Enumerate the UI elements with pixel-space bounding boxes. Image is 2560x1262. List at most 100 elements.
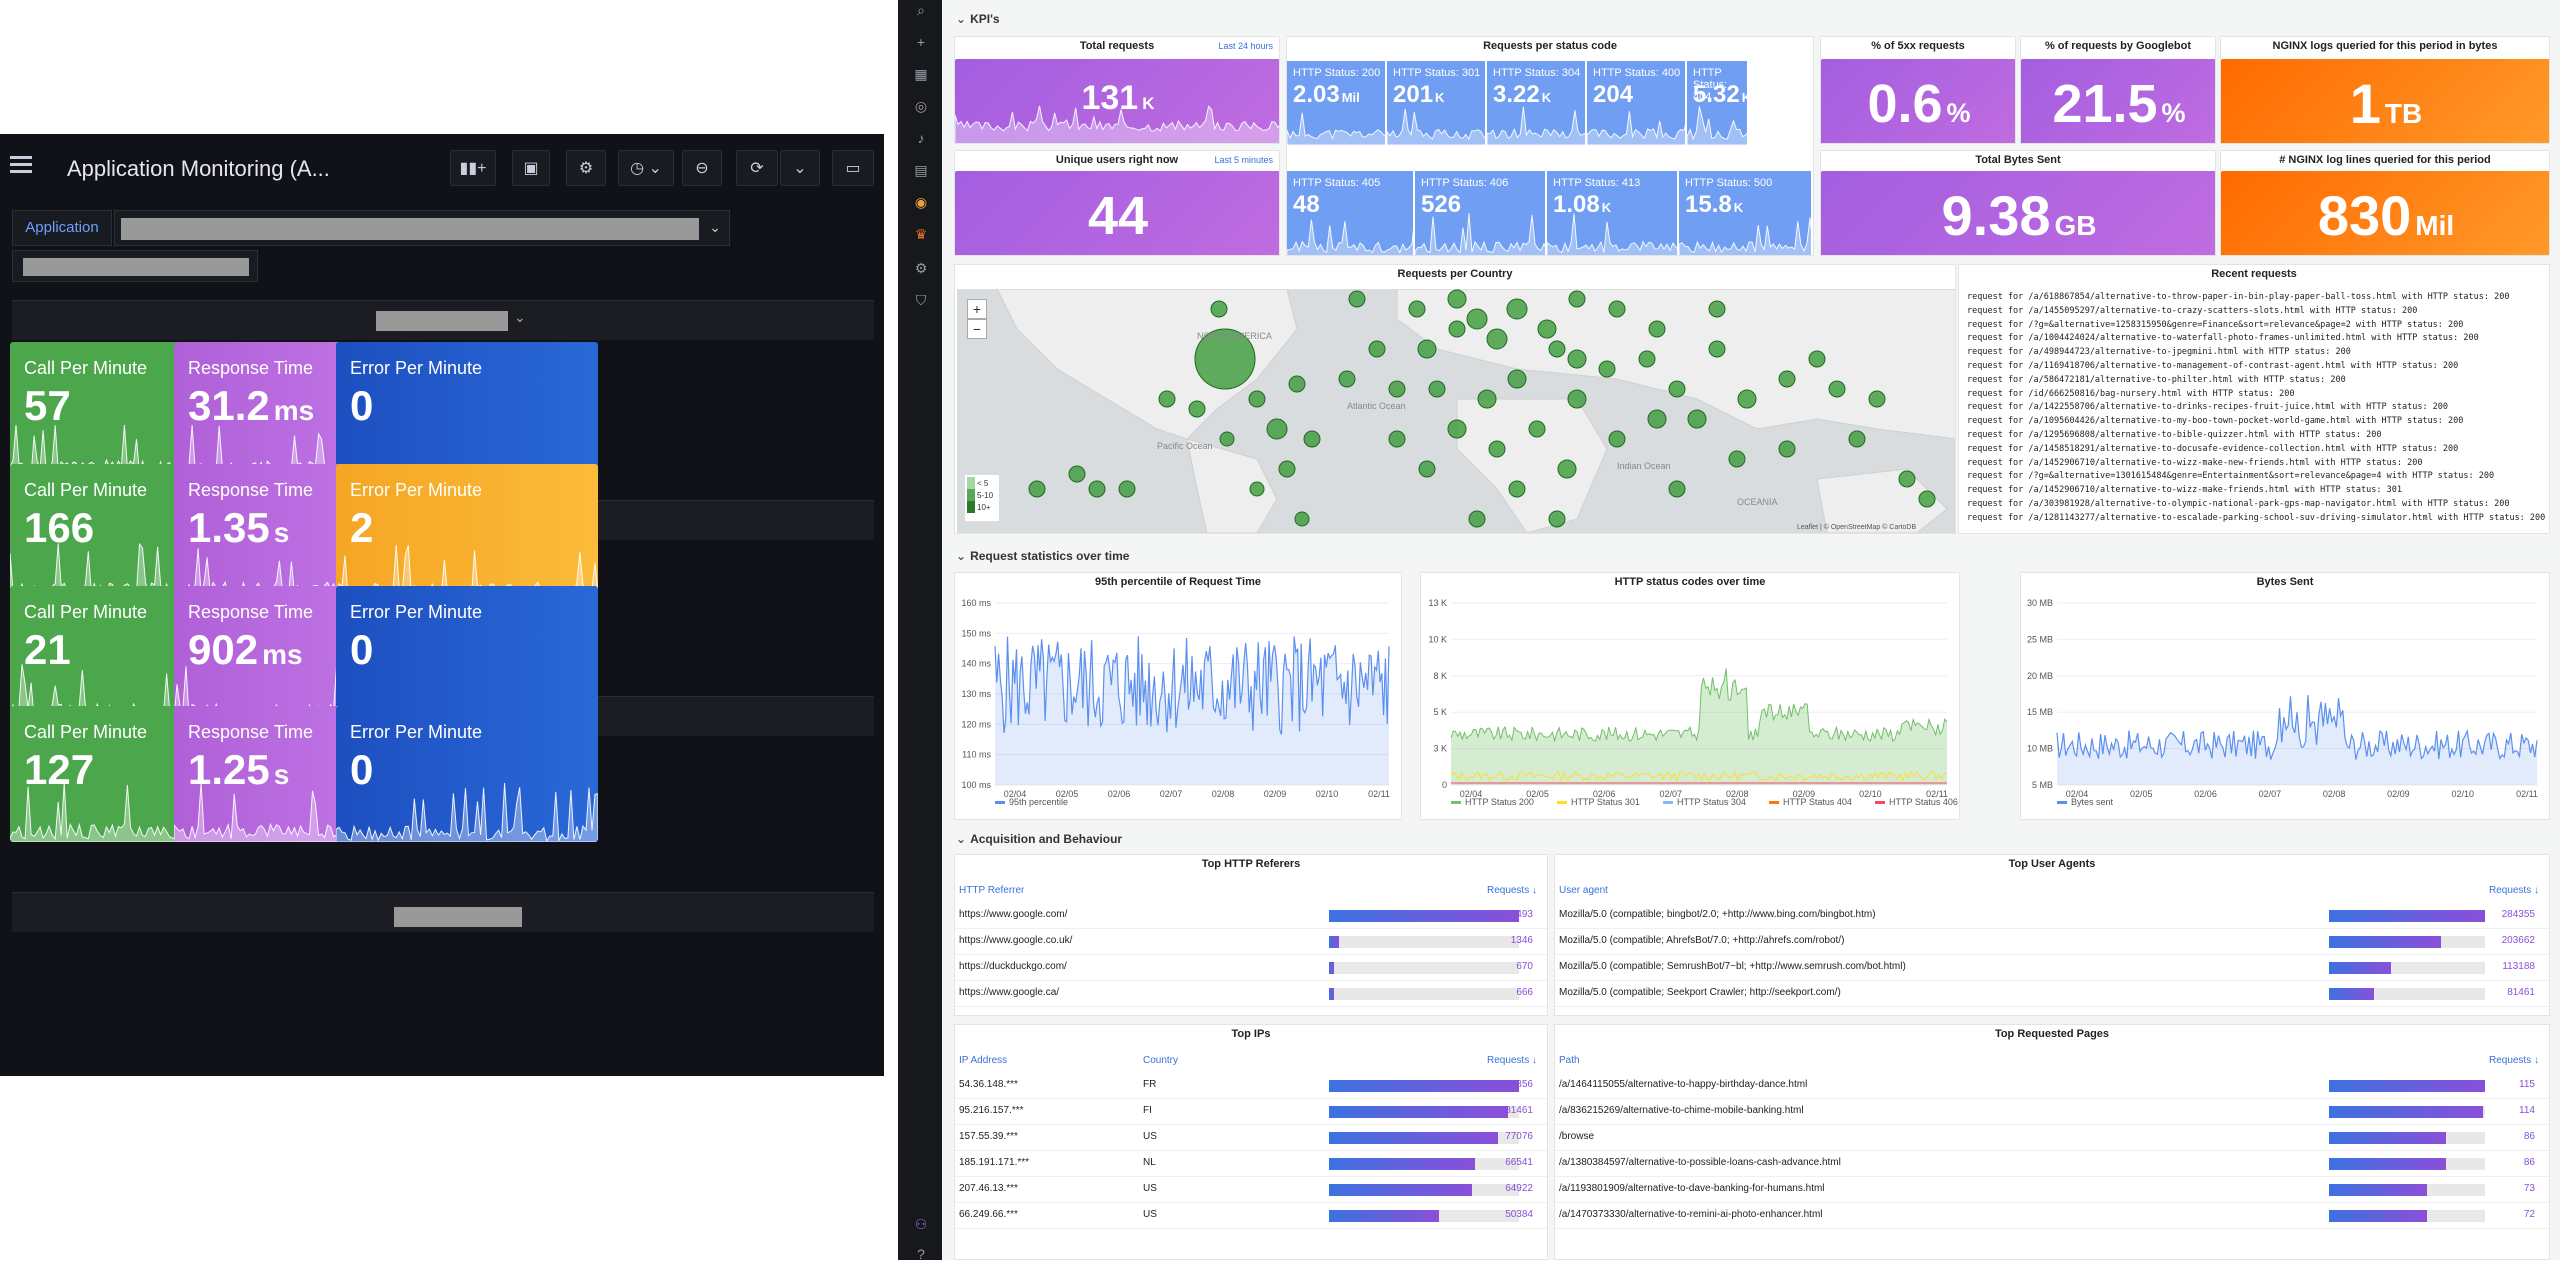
country-marker[interactable] xyxy=(1248,390,1266,408)
country-marker[interactable] xyxy=(1828,380,1846,398)
country-marker[interactable] xyxy=(1388,380,1406,398)
section-acquisition[interactable]: Acquisition and Behaviour xyxy=(956,832,1122,846)
save-button[interactable]: ▣ xyxy=(512,150,550,186)
country-marker[interactable] xyxy=(1158,390,1176,408)
explore-icon[interactable]: ◎ xyxy=(914,98,928,114)
app-icon[interactable]: ♛ xyxy=(914,226,928,242)
table-row[interactable]: https://duckduckgo.com/670 xyxy=(955,955,1547,981)
col-header-referrer[interactable]: HTTP Referrer xyxy=(959,885,1025,896)
country-marker[interactable] xyxy=(1417,339,1437,359)
stat-panel-error-per-minute[interactable]: Error Per Minute 0 xyxy=(336,706,598,842)
refresh-interval-button[interactable]: ⌄ xyxy=(780,150,820,186)
table-row[interactable]: /a/1193801909/alternative-to-dave-bankin… xyxy=(1555,1177,2549,1203)
zoom-out-button[interactable]: ⊖ xyxy=(682,150,722,186)
row-header-1[interactable]: ⌄ xyxy=(12,300,874,340)
country-marker[interactable] xyxy=(1188,400,1206,418)
stat-panel-error-per-minute[interactable]: Error Per Minute 0 xyxy=(336,342,598,478)
refresh-button[interactable]: ⟳ xyxy=(736,150,778,186)
table-row[interactable]: /a/1470373330/alternative-to-remini-ai-p… xyxy=(1555,1203,2549,1229)
secondary-variable[interactable] xyxy=(12,250,258,282)
country-marker[interactable] xyxy=(1567,349,1587,369)
country-marker[interactable] xyxy=(1418,460,1436,478)
world-map[interactable]: NORTH AMERICA Atlantic Ocean Pacific Oce… xyxy=(957,289,1956,533)
country-marker[interactable] xyxy=(1808,350,1826,368)
country-marker[interactable] xyxy=(1568,290,1586,308)
search-icon[interactable]: ⌕ xyxy=(917,2,925,18)
country-marker[interactable] xyxy=(1068,465,1086,483)
section-request-stats[interactable]: Request statistics over time xyxy=(956,549,1129,563)
status-box[interactable]: HTTP Status: 500 15.8 K xyxy=(1679,171,1811,255)
country-marker[interactable] xyxy=(1608,300,1626,318)
avatar-icon[interactable]: ⚇ xyxy=(914,1216,928,1232)
col-header-requests[interactable]: Requests ↓ xyxy=(1486,885,1537,896)
status-box[interactable]: HTTP Status: 304 3.22 K xyxy=(1487,61,1585,145)
country-marker[interactable] xyxy=(1778,370,1796,388)
plugin-icon[interactable]: ◉ xyxy=(914,194,928,210)
table-row[interactable]: Mozilla/5.0 (compatible; bingbot/2.0; +h… xyxy=(1555,903,2549,929)
country-marker[interactable] xyxy=(1647,409,1667,429)
country-marker[interactable] xyxy=(1608,430,1626,448)
document-icon[interactable]: ▤ xyxy=(914,162,928,178)
country-marker[interactable] xyxy=(1348,290,1366,308)
country-marker[interactable] xyxy=(1388,430,1406,448)
country-marker[interactable] xyxy=(1368,340,1386,358)
country-marker[interactable] xyxy=(1249,481,1265,497)
country-marker[interactable] xyxy=(1210,300,1228,318)
status-box[interactable]: HTTP Status: 400 204 xyxy=(1587,61,1685,145)
country-marker[interactable] xyxy=(1428,380,1446,398)
country-marker[interactable] xyxy=(1507,369,1527,389)
row-header-4[interactable] xyxy=(12,892,874,932)
table-row[interactable]: 157.55.39.*** US 77076 xyxy=(955,1125,1547,1151)
table-row[interactable]: https://www.google.co.uk/1346 xyxy=(955,929,1547,955)
col-header-requests[interactable]: Requests ↓ xyxy=(2488,1055,2539,1066)
time-picker-button[interactable]: ◷ ⌄ xyxy=(618,150,674,186)
col-header-ip[interactable]: IP Address xyxy=(959,1055,1008,1066)
country-marker[interactable] xyxy=(1266,418,1288,440)
col-header-requests[interactable]: Requests ↓ xyxy=(1486,1055,1537,1066)
country-marker[interactable] xyxy=(1898,470,1916,488)
table-row[interactable]: /browse 86 xyxy=(1555,1125,2549,1151)
country-marker[interactable] xyxy=(1548,340,1566,358)
country-marker[interactable] xyxy=(1648,320,1666,338)
country-marker[interactable] xyxy=(1506,298,1528,320)
country-marker[interactable] xyxy=(1918,490,1936,508)
table-row[interactable]: 66.249.66.*** US 50384 xyxy=(955,1203,1547,1229)
country-marker[interactable] xyxy=(1278,460,1296,478)
table-row[interactable]: https://www.google.com/28493 xyxy=(955,903,1547,929)
country-marker[interactable] xyxy=(1468,510,1486,528)
table-row[interactable]: Mozilla/5.0 (compatible; SemrushBot/7~bl… xyxy=(1555,955,2549,981)
country-marker[interactable] xyxy=(1028,480,1046,498)
status-box[interactable]: HTTP Status: 301 201 K xyxy=(1387,61,1485,145)
status-box[interactable]: HTTP Status: 200 2.03 Mil xyxy=(1287,61,1385,145)
country-marker[interactable] xyxy=(1294,511,1310,527)
country-marker[interactable] xyxy=(1466,308,1488,330)
country-marker[interactable] xyxy=(1448,320,1466,338)
table-row[interactable]: 54.36.148.*** FR 86856 xyxy=(955,1073,1547,1099)
country-marker[interactable] xyxy=(1548,510,1566,528)
gear-icon[interactable]: ⚙ xyxy=(914,260,928,276)
country-marker[interactable] xyxy=(1118,480,1136,498)
country-marker[interactable] xyxy=(1088,480,1106,498)
table-row[interactable]: /a/1380384597/alternative-to-possible-lo… xyxy=(1555,1151,2549,1177)
country-marker[interactable] xyxy=(1447,419,1467,439)
country-marker[interactable] xyxy=(1708,300,1726,318)
country-marker[interactable] xyxy=(1598,360,1616,378)
country-marker[interactable] xyxy=(1288,375,1306,393)
country-marker[interactable] xyxy=(1728,450,1746,468)
country-marker[interactable] xyxy=(1303,430,1321,448)
status-box[interactable]: HTTP Status: 413 1.08 K xyxy=(1547,171,1677,255)
stat-panel-response-time[interactable]: Response Time 902 ms xyxy=(174,586,436,722)
country-marker[interactable] xyxy=(1737,389,1757,409)
table-row[interactable]: 185.191.171.*** NL 66541 xyxy=(955,1151,1547,1177)
country-marker[interactable] xyxy=(1668,480,1686,498)
zoom-in-button[interactable]: + xyxy=(967,299,987,319)
plus-icon[interactable]: + xyxy=(916,34,926,50)
country-marker[interactable] xyxy=(1848,430,1866,448)
country-marker[interactable] xyxy=(1477,389,1497,409)
settings-button[interactable]: ⚙ xyxy=(566,150,606,186)
table-row[interactable]: 207.46.13.*** US 64922 xyxy=(955,1177,1547,1203)
tv-mode-button[interactable]: ▭ xyxy=(832,150,874,186)
country-marker[interactable] xyxy=(1486,328,1508,350)
col-header-requests[interactable]: Requests ↓ xyxy=(2488,885,2539,896)
section-kpis[interactable]: KPI's xyxy=(956,12,1000,26)
